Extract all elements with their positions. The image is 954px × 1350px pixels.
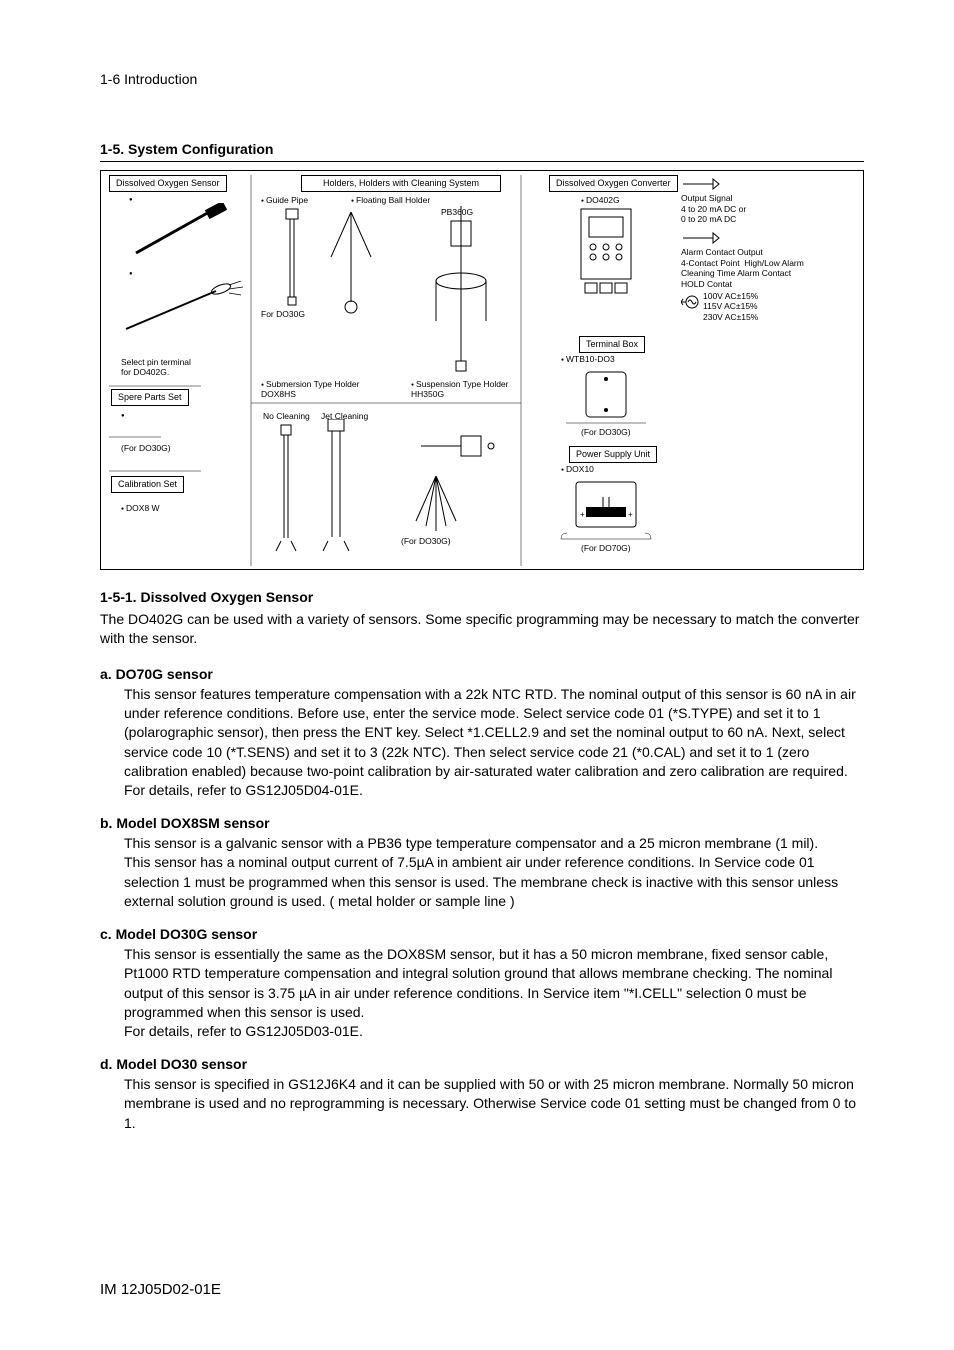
item-d: d. Model DO30 sensor This sensor is spec…: [100, 1055, 864, 1133]
item-a-body: This sensor features temperature compens…: [100, 685, 864, 801]
page-footer: IM 12J05D02-01E: [100, 1279, 221, 1300]
section-title: 1-5. System Configuration: [100, 140, 864, 163]
item-b: b. Model DOX8SM sensor This sensor is a …: [100, 814, 864, 911]
system-config-diagram: Dissolved Oxygen Sensor Holders, Holders…: [100, 170, 864, 570]
item-b-body: This sensor is a galvanic sensor with a …: [100, 834, 864, 911]
subsection-title: 1-5-1. Dissolved Oxygen Sensor: [100, 588, 864, 608]
item-c-body: This sensor is essentially the same as t…: [100, 945, 864, 1042]
diagram-dividers: [101, 171, 861, 571]
item-a-label: a. DO70G sensor: [100, 665, 864, 685]
subsection-intro: The DO402G can be used with a variety of…: [100, 610, 864, 649]
item-a: a. DO70G sensor This sensor features tem…: [100, 665, 864, 800]
item-d-label: d. Model DO30 sensor: [100, 1055, 864, 1075]
item-c-label: c. Model DO30G sensor: [100, 925, 864, 945]
item-b-label: b. Model DOX8SM sensor: [100, 814, 864, 834]
item-c: c. Model DO30G sensor This sensor is ess…: [100, 925, 864, 1041]
item-d-body: This sensor is specified in GS12J6K4 and…: [100, 1075, 864, 1133]
page-header: 1-6 Introduction: [100, 70, 864, 90]
